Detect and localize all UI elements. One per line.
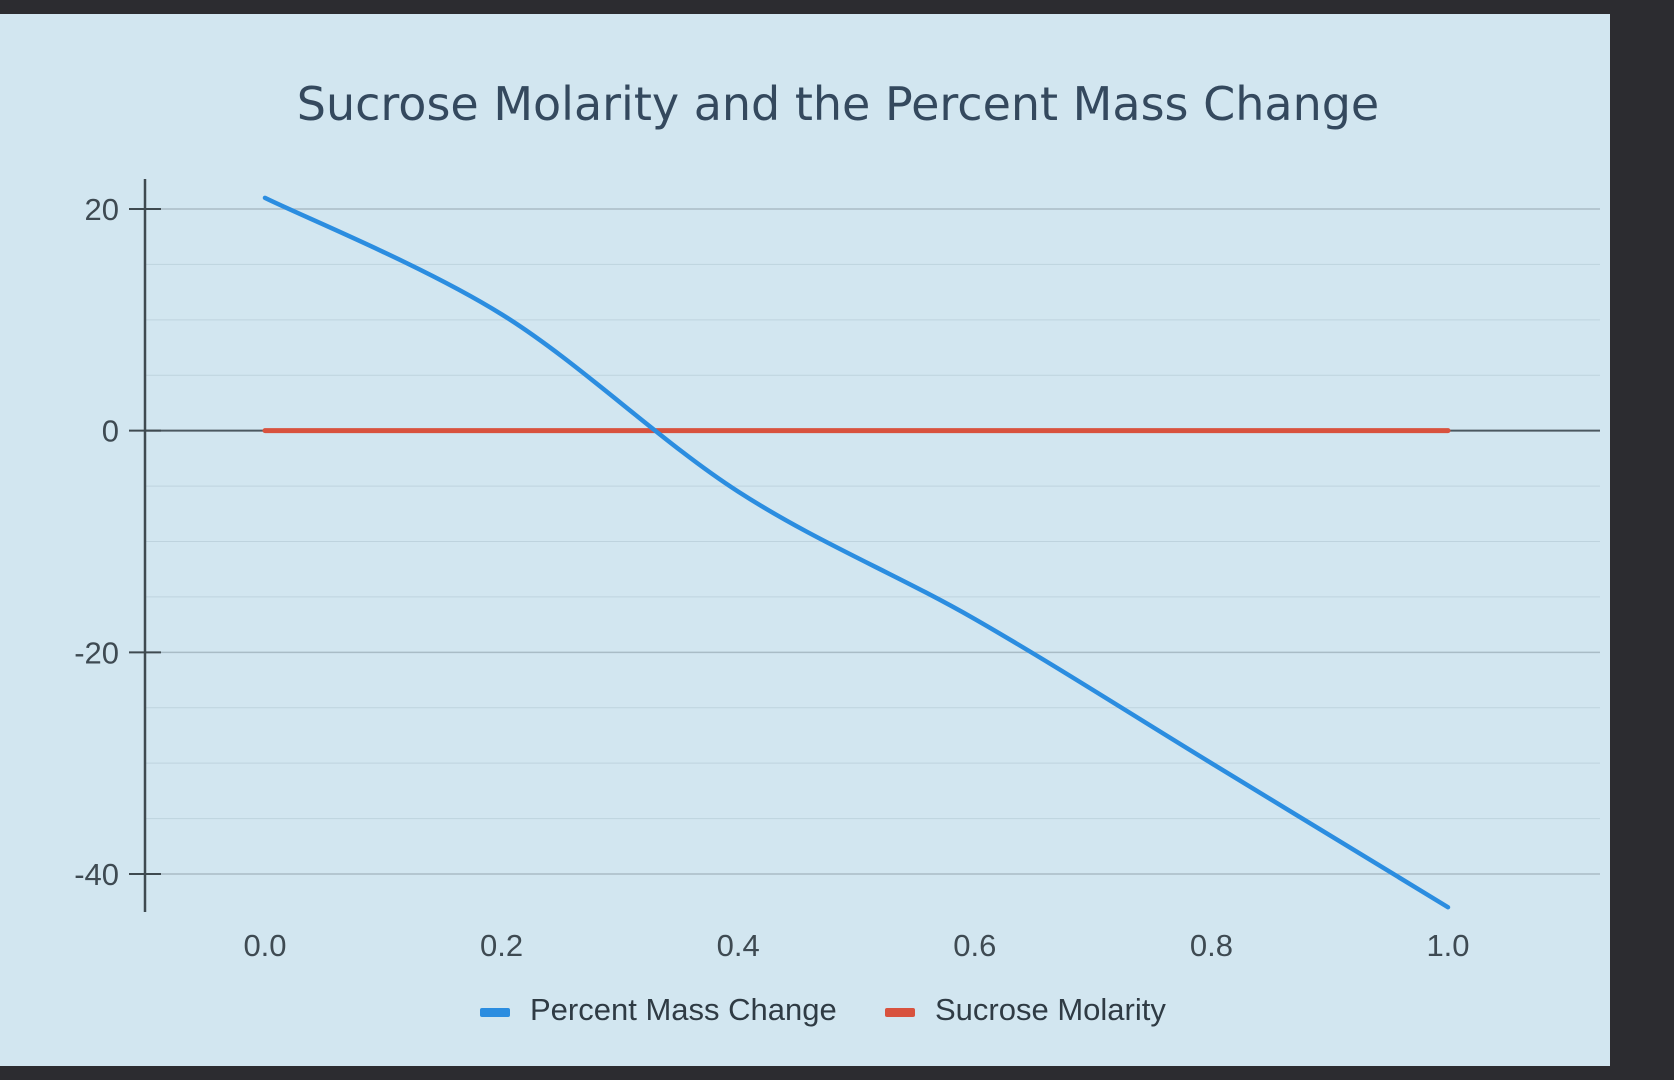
series: [262, 195, 1451, 910]
x-tick-label: 0.6: [953, 928, 996, 963]
legend-swatch-sucrose-molarity: [885, 1008, 915, 1017]
y-tick-label: 20: [85, 192, 119, 227]
legend-swatch-percent-mass-change: [480, 1008, 510, 1017]
chart-title: Sucrose Molarity and the Percent Mass Ch…: [297, 77, 1379, 131]
y-tick-label: -40: [74, 857, 119, 892]
x-tick-label: 0.8: [1190, 928, 1233, 963]
legend-label-percent-mass-change: Percent Mass Change: [530, 992, 837, 1027]
x-tick-label: 1.0: [1426, 928, 1469, 963]
legend: Percent Mass Change Sucrose Molarity: [480, 992, 1166, 1027]
series-line-percent-mass-change: [262, 195, 1451, 910]
x-tick-label: 0.4: [717, 928, 760, 963]
x-tick-label: 0.2: [480, 928, 523, 963]
legend-label-sucrose-molarity: Sucrose Molarity: [935, 992, 1166, 1027]
line-chart: Sucrose Molarity and the Percent Mass Ch…: [0, 14, 1610, 1066]
chart-background: [0, 14, 1610, 1066]
chart-screen: Sucrose Molarity and the Percent Mass Ch…: [0, 14, 1610, 1066]
y-tick-label: -20: [74, 635, 119, 670]
y-tick-label: 0: [102, 414, 119, 449]
x-tick-label: 0.0: [243, 928, 286, 963]
axes: 20 0 -20 -40 0.0 0.2 0.4 0.6 0.8 1.0: [74, 179, 1470, 963]
